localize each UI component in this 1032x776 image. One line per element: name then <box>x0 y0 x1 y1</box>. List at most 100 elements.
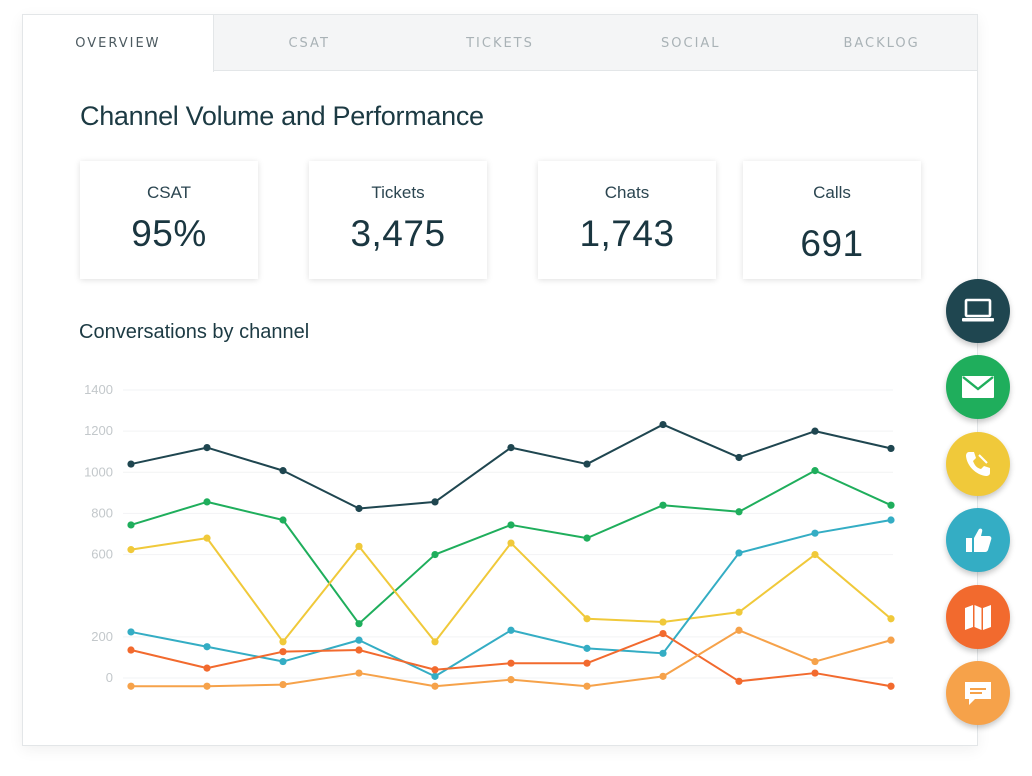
data-point <box>431 682 439 690</box>
data-point <box>355 542 363 550</box>
data-point <box>735 626 743 634</box>
data-point <box>355 646 363 654</box>
data-point <box>279 680 287 689</box>
data-point <box>887 501 895 509</box>
channel-button-phone[interactable] <box>946 432 1010 496</box>
data-point <box>735 677 743 685</box>
thumbs-up-icon <box>966 528 992 552</box>
data-point <box>659 420 667 429</box>
phone-icon <box>966 452 990 476</box>
data-point <box>583 534 591 542</box>
metric-value: 691 <box>800 223 864 264</box>
channel-button-map[interactable] <box>946 585 1010 649</box>
metric-value: 95% <box>131 213 207 254</box>
data-point <box>507 659 515 667</box>
data-point <box>659 629 667 638</box>
data-point <box>887 682 895 690</box>
metric-label: Tickets <box>371 183 425 202</box>
data-point <box>887 636 895 644</box>
data-point <box>735 508 743 516</box>
series-line-1 <box>130 423 892 510</box>
map-icon <box>965 605 991 630</box>
data-point <box>127 546 135 554</box>
data-point <box>659 649 667 657</box>
data-point <box>507 539 515 547</box>
conversations-line-chart: 0 200 600 800 1000 1200 1400 <box>84 382 895 690</box>
data-point <box>507 676 515 684</box>
data-point <box>811 427 819 435</box>
tab-overview[interactable]: OVERVIEW <box>23 15 214 72</box>
data-point <box>279 648 287 656</box>
metric-label: Calls <box>813 183 851 202</box>
metric-value: 3,475 <box>350 213 446 254</box>
y-tick-label: 200 <box>91 629 113 644</box>
channel-button-social[interactable] <box>946 508 1010 572</box>
metric-card-chats: Chats 1,743 <box>538 161 716 279</box>
y-tick-label: 600 <box>91 547 113 562</box>
data-point <box>507 444 515 452</box>
data-point <box>127 646 135 654</box>
metric-label: CSAT <box>146 183 192 202</box>
data-point <box>279 657 287 666</box>
metric-card-calls: Calls 691 <box>743 161 921 279</box>
data-point <box>279 516 287 524</box>
data-point <box>583 682 591 690</box>
y-tick-label: 800 <box>91 505 113 520</box>
data-point <box>203 498 211 506</box>
laptop-icon <box>962 298 994 322</box>
data-point <box>811 550 819 559</box>
data-point <box>203 664 211 672</box>
data-point <box>355 636 363 644</box>
data-point <box>811 657 819 666</box>
channel-button-chat[interactable] <box>946 661 1010 725</box>
data-point <box>887 444 895 453</box>
tab-csat[interactable]: CSAT <box>288 35 330 51</box>
data-point <box>887 615 895 623</box>
data-point <box>203 534 211 542</box>
metric-value: 1,743 <box>579 213 675 254</box>
data-point <box>279 638 287 646</box>
dashboard-card: OVERVIEW CSAT TICKETS SOCIAL BACKLOG Cha… <box>22 14 978 746</box>
data-point <box>659 501 667 509</box>
data-point <box>583 460 591 468</box>
data-point <box>735 453 743 462</box>
data-point <box>127 628 135 636</box>
tab-tickets[interactable]: TICKETS <box>466 35 534 51</box>
data-point <box>279 467 287 475</box>
tab-bar: OVERVIEW CSAT TICKETS SOCIAL BACKLOG <box>23 15 977 72</box>
data-point <box>735 608 743 616</box>
metric-card-tickets: Tickets 3,475 <box>309 161 487 279</box>
y-tick-label: 0 <box>106 670 113 685</box>
series-line-3 <box>130 537 892 643</box>
metric-card-csat: CSAT 95% <box>80 161 258 279</box>
tab-backlog[interactable]: BACKLOG <box>843 35 920 51</box>
data-point <box>507 521 515 529</box>
data-point <box>811 529 819 537</box>
data-point <box>431 672 439 680</box>
chat-bubble-icon <box>965 682 991 705</box>
data-point <box>431 638 439 646</box>
envelope-icon <box>962 376 994 398</box>
data-point <box>127 682 135 690</box>
page-title: Channel Volume and Performance <box>80 101 484 131</box>
data-point <box>431 550 439 559</box>
data-point <box>127 460 135 468</box>
data-point <box>355 504 363 513</box>
data-point <box>887 516 895 524</box>
channel-button-web[interactable] <box>946 279 1010 343</box>
y-tick-label: 1200 <box>84 423 113 438</box>
data-point <box>583 659 591 667</box>
data-point <box>811 467 819 475</box>
channel-button-email[interactable] <box>946 355 1010 419</box>
tab-social[interactable]: SOCIAL <box>661 35 721 51</box>
data-point <box>203 682 211 690</box>
data-point <box>659 672 667 680</box>
data-point <box>431 666 439 674</box>
data-point <box>507 626 515 634</box>
data-point <box>355 620 363 628</box>
data-point <box>583 615 591 623</box>
y-tick-label: 1400 <box>84 382 113 397</box>
data-point <box>355 669 363 677</box>
data-point <box>203 643 211 651</box>
data-point <box>127 521 135 529</box>
